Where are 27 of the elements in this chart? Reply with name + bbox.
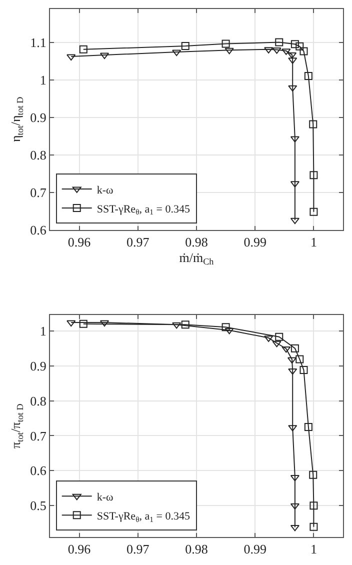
y-tick-label: 1.1 bbox=[30, 35, 46, 50]
y-tick-label: 0.9 bbox=[30, 110, 46, 126]
y-tick-label: 0.5 bbox=[30, 498, 46, 514]
x-tick-label: 0.97 bbox=[126, 234, 150, 250]
y-tick-label: 0.9 bbox=[30, 358, 46, 374]
y-tick-label: 0.6 bbox=[30, 463, 47, 478]
legend-label: k-ω bbox=[96, 491, 114, 504]
legend-label: SST-γRe$_{θ}$, a$_{1}$ = 0.345 bbox=[96, 510, 190, 524]
x-tick-label: 0.96 bbox=[68, 542, 92, 557]
x-tick-label: 1 bbox=[310, 542, 317, 557]
x-axis-title: ṁ/ṁ$_{Ch}$ bbox=[179, 250, 214, 267]
y-tick-label: 0.7 bbox=[30, 428, 47, 444]
y-tick-label: 0.6 bbox=[30, 222, 47, 238]
x-tick-label: 0.97 bbox=[126, 542, 150, 557]
x-tick-label: 0.99 bbox=[244, 234, 266, 250]
y-tick-label: 1 bbox=[40, 323, 46, 338]
x-tick-label: 0.96 bbox=[68, 234, 92, 250]
y-tick-label: 0.8 bbox=[30, 148, 46, 162]
y-tick-label: 0.7 bbox=[30, 184, 47, 200]
y-tick-label: 1 bbox=[40, 72, 46, 88]
legend-label: k-ω bbox=[96, 184, 114, 196]
x-tick-label: 0.98 bbox=[185, 234, 208, 250]
y-tick-label: 0.8 bbox=[30, 393, 46, 408]
x-tick-label: 0.98 bbox=[185, 542, 208, 557]
x-tick-label: 1 bbox=[310, 234, 317, 250]
x-tick-label: 0.99 bbox=[244, 542, 266, 557]
legend-label: SST-γRe$_{θ}$, a$_{1}$ = 0.345 bbox=[96, 203, 190, 217]
